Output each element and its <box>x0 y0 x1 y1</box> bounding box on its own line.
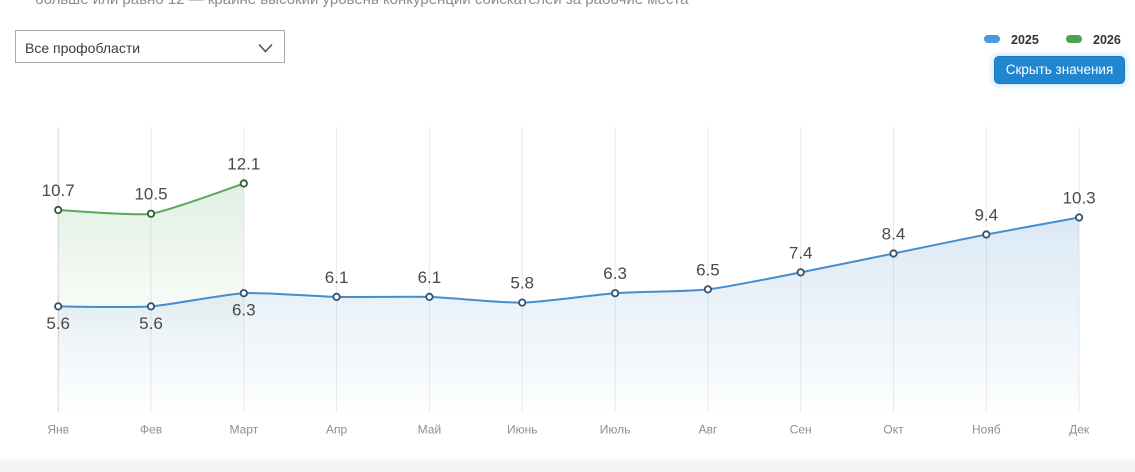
svg-text:8.4: 8.4 <box>882 225 906 244</box>
svg-text:Апр: Апр <box>326 423 348 437</box>
svg-text:Июнь: Июнь <box>507 423 538 437</box>
svg-text:Фев: Фев <box>140 423 162 437</box>
svg-text:Дек: Дек <box>1069 423 1090 437</box>
svg-text:Окт: Окт <box>883 423 904 437</box>
svg-text:6.1: 6.1 <box>418 268 442 287</box>
svg-text:12.1: 12.1 <box>227 155 260 174</box>
svg-text:10.7: 10.7 <box>42 181 75 200</box>
svg-text:10.3: 10.3 <box>1063 189 1096 208</box>
svg-text:6.5: 6.5 <box>696 260 720 279</box>
svg-text:5.6: 5.6 <box>46 314 70 333</box>
svg-text:6.3: 6.3 <box>603 264 627 283</box>
svg-text:Июль: Июль <box>600 423 631 437</box>
svg-text:Авг: Авг <box>699 423 718 437</box>
svg-text:5.8: 5.8 <box>510 274 534 293</box>
svg-text:Янв: Янв <box>47 423 69 437</box>
svg-text:6.1: 6.1 <box>325 268 349 287</box>
svg-text:Сен: Сен <box>790 423 812 437</box>
svg-text:5.6: 5.6 <box>139 314 163 333</box>
svg-text:Март: Март <box>229 423 258 437</box>
svg-text:6.3: 6.3 <box>232 301 256 320</box>
svg-text:7.4: 7.4 <box>789 243 813 262</box>
svg-text:10.5: 10.5 <box>134 185 167 204</box>
svg-text:Май: Май <box>418 423 442 437</box>
svg-text:9.4: 9.4 <box>974 206 998 225</box>
svg-text:Нояб: Нояб <box>972 423 1001 437</box>
